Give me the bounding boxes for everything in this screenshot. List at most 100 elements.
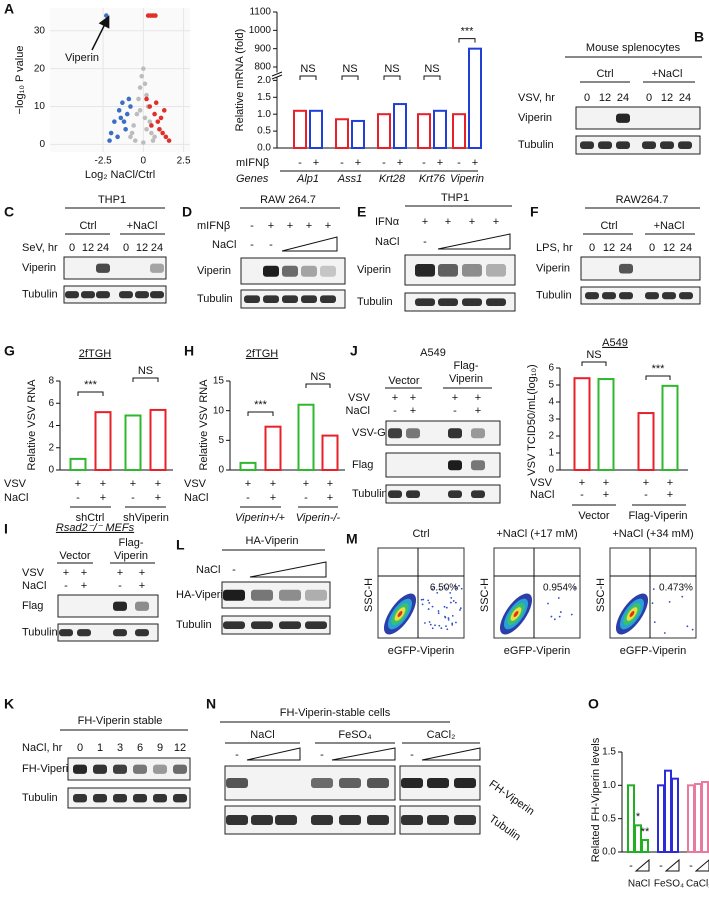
y-tick-label: 2: [48, 442, 54, 453]
y-tick-label: 30: [34, 25, 46, 36]
bar: [452, 113, 466, 149]
blot-band: [282, 265, 298, 277]
row-label: NaCl: [22, 580, 46, 592]
axis-break: [271, 74, 283, 80]
panel-letter: C: [4, 204, 14, 220]
panel-letter: M: [346, 531, 358, 547]
point: [157, 126, 162, 132]
row-label: Tubulin: [357, 296, 393, 308]
significance-label: ***: [84, 379, 98, 391]
sign: +: [270, 492, 276, 504]
y-tick-label: 2: [548, 431, 554, 442]
event-dot: [437, 610, 440, 612]
sign: +: [603, 477, 609, 489]
row-label: Tubulin: [352, 488, 388, 500]
y-tick-label: 6: [48, 398, 54, 409]
y-tick-label: 1.5: [257, 92, 271, 103]
event-dot: [559, 611, 562, 613]
sign: +: [245, 478, 251, 490]
plot-frame: [493, 547, 581, 639]
row-label: VSV: [22, 567, 45, 579]
sign: +: [139, 580, 145, 592]
event-dot: [440, 627, 443, 630]
blot-frame: [67, 757, 191, 781]
row-label: HA-Viperin: [176, 589, 229, 601]
blot-band: [113, 629, 127, 637]
row-label: NaCl: [184, 492, 208, 504]
bar: [657, 784, 665, 853]
blot-band: [93, 794, 107, 803]
row-label: NaCl: [375, 236, 399, 248]
label: Vector: [388, 375, 420, 387]
row-label: Tubulin: [536, 289, 572, 301]
annotation-arrow: [91, 15, 110, 51]
blot-band: [471, 490, 485, 498]
blot-band: [223, 621, 245, 629]
bar: [573, 377, 591, 472]
point: [141, 66, 146, 71]
density: [513, 610, 519, 618]
y-tick-label: 10: [213, 405, 225, 416]
sign: +: [472, 157, 478, 169]
row-label: NaCl: [530, 489, 554, 501]
y-axis-label: Related FH-Viperin levels: [590, 737, 602, 862]
group-label: NaCl: [628, 879, 650, 890]
row-label: NaCl, hr: [22, 742, 63, 754]
lane-label: 1: [97, 742, 103, 754]
blot-band: [150, 291, 164, 299]
panel-letter: N: [206, 696, 216, 712]
blot-band: [135, 601, 149, 611]
sign: +: [327, 492, 333, 504]
event-dot: [434, 624, 436, 627]
event-dot: [451, 622, 454, 625]
point: [107, 138, 112, 143]
blot-band: [301, 295, 317, 303]
blot-band: [367, 815, 389, 825]
panel-title: RAW264.7: [616, 194, 669, 206]
significance-bracket: [581, 361, 607, 366]
event-dot: [436, 591, 439, 594]
sign: +: [155, 492, 161, 504]
blot-band: [448, 460, 462, 471]
panel-title: A549: [602, 337, 628, 349]
blot-band: [438, 264, 458, 277]
annotation: Viperin: [65, 52, 99, 64]
sign: -: [659, 860, 663, 872]
event-dot: [444, 616, 447, 619]
event-dot: [445, 606, 448, 609]
event-dot: [438, 624, 441, 627]
panel-title: RAW 264.7: [260, 194, 316, 206]
panel-title: Rsad2⁻/⁻ MEFs: [56, 522, 135, 534]
blot-frame: [580, 286, 701, 305]
blot-band: [311, 815, 333, 825]
lane-label: 24: [97, 242, 109, 254]
x-axis-label: eGFP-Viperin: [388, 645, 454, 657]
event-dot: [651, 602, 654, 605]
x-axis-label: Log₂ NaCl/Ctrl: [85, 169, 155, 181]
point: [161, 108, 167, 113]
sign: -: [393, 405, 397, 417]
blot-band: [486, 298, 506, 306]
blot-band: [173, 794, 187, 803]
panel-letter: L: [176, 537, 185, 553]
event-dot: [459, 607, 462, 610]
point: [142, 81, 148, 87]
row-label: FH-Viperin: [22, 763, 74, 775]
row-label: VSV: [348, 392, 371, 404]
y-tick-label: 1.5: [602, 747, 616, 758]
row-label: VSV: [184, 478, 207, 490]
point: [128, 134, 133, 140]
row-label: Tubulin: [518, 139, 554, 151]
y-tick-label: 4: [548, 397, 554, 408]
label: +NaCl: [652, 68, 683, 80]
significance-bracket: [299, 75, 317, 80]
blot-band: [65, 291, 79, 299]
sign: +: [81, 580, 87, 592]
sign: +: [475, 405, 481, 417]
row-label: Tubulin: [197, 293, 233, 305]
bar: [641, 839, 649, 853]
plot-area: [50, 8, 190, 152]
significance-label: ***: [254, 399, 268, 411]
wedge: [437, 233, 511, 250]
y-tick-label: 1: [548, 448, 554, 459]
